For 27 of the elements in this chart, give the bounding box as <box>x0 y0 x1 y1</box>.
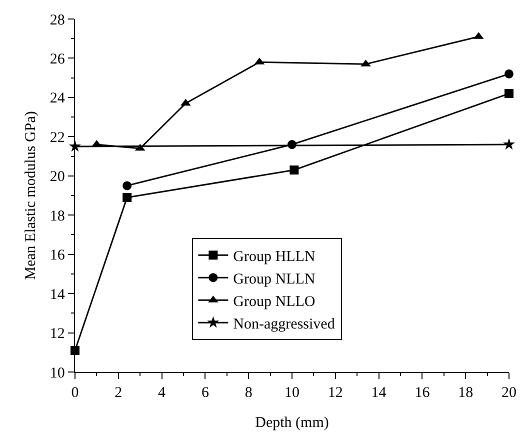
y-tick-label: 14 <box>50 286 66 303</box>
x-tick-label: 20 <box>502 385 516 402</box>
legend-label: Group NLLO <box>233 294 316 310</box>
x-tick-label: 18 <box>458 385 474 402</box>
y-tick-label: 18 <box>50 208 65 224</box>
y-tick-label: 24 <box>50 90 66 107</box>
x-tick-label: 8 <box>244 385 252 402</box>
y-tick-label: 26 <box>50 51 66 68</box>
y-tick-label: 10 <box>50 365 65 382</box>
y-axis-title: Mean Elastic modulus GPa) <box>22 111 39 280</box>
y-tick-label: 28 <box>50 12 65 28</box>
y-tick-label: 22 <box>50 130 65 146</box>
y-tick-label: 12 <box>50 326 65 342</box>
x-tick-label: 10 <box>284 385 300 402</box>
x-tick-label: 14 <box>371 385 387 402</box>
y-tick-label: 20 <box>50 169 65 186</box>
x-tick-label: 0 <box>71 385 79 402</box>
x-tick-label: 6 <box>201 385 210 402</box>
legend-label: Group NLLN <box>233 271 316 288</box>
x-tick-label: 2 <box>114 385 122 402</box>
legend-label: Group HLLN <box>233 248 316 265</box>
x-axis-title: Depth (mm) <box>255 415 329 432</box>
legend-label: Non-aggressived <box>233 316 336 332</box>
x-tick-label: 16 <box>414 385 430 402</box>
x-tick-label: 12 <box>328 385 343 402</box>
y-tick-label: 16 <box>50 248 66 264</box>
x-tick-label: 4 <box>158 385 166 402</box>
